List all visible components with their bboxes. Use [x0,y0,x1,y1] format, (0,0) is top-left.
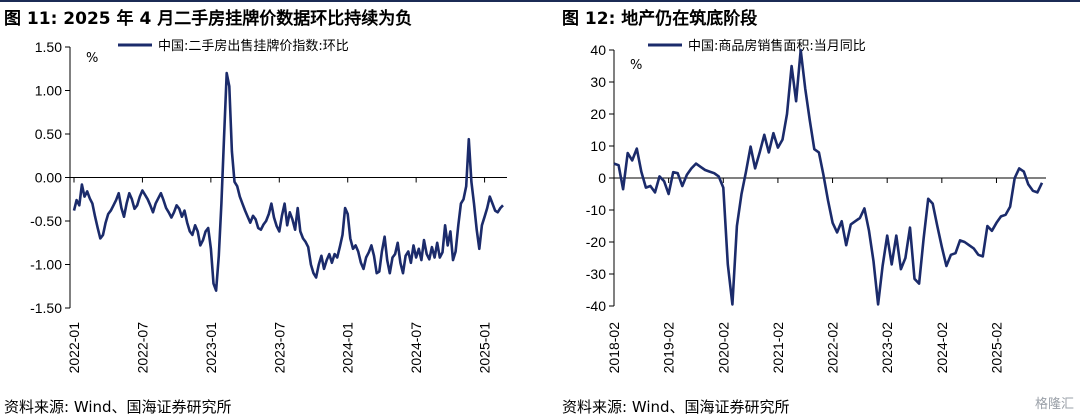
y-tick-label: 20 [590,106,606,122]
left-source-note: 资料来源: Wind、国海证券研究所 [4,398,232,416]
y-tick-label: -30 [586,266,606,282]
x-tick-label: 2018-02 [606,322,622,374]
right-source-note: 资料来源: Wind、国海证券研究所 [562,398,790,416]
y-tick-label: 1.50 [35,39,62,55]
y-tick-label: -1.50 [30,300,62,316]
x-tick-label: 2024-01 [340,322,356,374]
legend-label: 中国:二手房出售挂牌价指数:环比 [158,38,349,54]
right-figure-title: 图 12: 地产仍在筑底阶段 [562,9,758,29]
y-tick-label: 30 [590,74,606,90]
y-tick-label: 0 [598,170,606,186]
x-tick-label: 2022-02 [825,322,841,374]
left-figure-title: 图 11: 2025 年 4 月二手房挂牌价数据环比持续为负 [4,9,413,29]
x-tick-label: 2024-02 [934,322,950,374]
y-tick-label: 10 [590,138,606,154]
x-tick-label: 2020-02 [715,322,731,374]
legend-label: 中国:商品房销售面积:当月同比 [688,38,866,54]
watermark-logo: 格隆汇 [1034,397,1074,412]
y-unit-label: % [630,58,642,73]
top-rule [0,0,1080,2]
x-tick-label: 2019-02 [661,322,677,374]
y-unit-label: % [86,51,98,66]
series-line [613,48,1044,306]
y-tick-label: -0.50 [30,213,62,229]
y-tick-label: -20 [586,234,606,250]
y-tick-label: -1.00 [30,257,62,273]
series-line [72,71,504,292]
y-tick-label: 1.00 [35,83,62,99]
y-tick-label: -40 [586,298,606,314]
x-tick-label: 2025-01 [477,322,493,374]
x-tick-label: 2022-07 [134,322,150,374]
x-tick-label: 2021-02 [770,322,786,374]
x-tick-label: 2023-02 [879,322,895,374]
y-tick-label: 40 [590,42,606,58]
x-tick-label: 2024-07 [408,322,424,374]
x-tick-label: 2025-02 [988,322,1004,374]
y-tick-label: 0.50 [35,126,62,142]
x-tick-label: 2023-01 [203,322,219,374]
y-tick-label: 0.00 [35,170,62,186]
x-tick-label: 2023-07 [271,322,287,374]
x-tick-label: 2022-01 [66,322,82,374]
y-tick-label: -10 [586,202,606,218]
